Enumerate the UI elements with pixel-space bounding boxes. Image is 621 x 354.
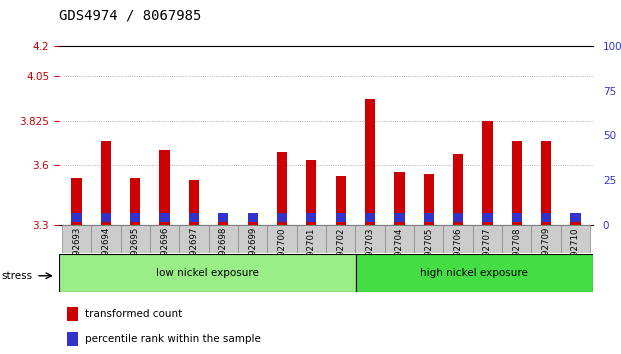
Text: GSM992700: GSM992700 xyxy=(278,227,286,280)
Bar xyxy=(355,225,385,253)
Bar xyxy=(541,141,551,225)
Bar xyxy=(160,150,170,225)
Bar xyxy=(424,174,434,225)
Text: low nickel exposure: low nickel exposure xyxy=(156,268,259,278)
Bar xyxy=(335,176,346,225)
Bar xyxy=(414,225,443,253)
Bar xyxy=(453,154,463,225)
Bar xyxy=(150,225,179,253)
Text: stress: stress xyxy=(2,271,33,281)
Bar xyxy=(561,225,590,253)
Bar xyxy=(297,225,326,253)
Bar xyxy=(453,213,463,222)
Text: GSM992710: GSM992710 xyxy=(571,227,580,280)
Bar xyxy=(326,225,355,253)
Text: GSM992695: GSM992695 xyxy=(131,227,140,279)
Bar xyxy=(66,332,78,346)
Bar xyxy=(306,213,317,222)
Bar xyxy=(570,213,581,222)
Bar xyxy=(218,214,229,225)
Text: GSM992705: GSM992705 xyxy=(424,227,433,280)
Text: GDS4974 / 8067985: GDS4974 / 8067985 xyxy=(59,9,201,23)
Bar xyxy=(160,213,170,222)
Bar xyxy=(277,152,287,225)
Text: GSM992703: GSM992703 xyxy=(366,227,374,280)
Bar xyxy=(130,178,140,225)
Bar xyxy=(59,254,356,292)
Text: GSM992708: GSM992708 xyxy=(512,227,521,280)
Bar xyxy=(365,213,375,222)
Text: GSM992699: GSM992699 xyxy=(248,227,257,279)
Text: GSM992707: GSM992707 xyxy=(483,227,492,280)
Text: transformed count: transformed count xyxy=(85,309,183,319)
Bar xyxy=(512,141,522,225)
Bar xyxy=(394,213,404,222)
Bar xyxy=(424,213,434,222)
Text: GSM992694: GSM992694 xyxy=(101,227,111,279)
Bar xyxy=(483,120,492,225)
Bar xyxy=(385,225,414,253)
Bar xyxy=(443,225,473,253)
Text: GSM992693: GSM992693 xyxy=(72,227,81,279)
Bar xyxy=(66,307,78,321)
Bar xyxy=(248,213,258,222)
Text: GSM992701: GSM992701 xyxy=(307,227,316,280)
Text: GSM992698: GSM992698 xyxy=(219,227,228,279)
Bar xyxy=(335,213,346,222)
Bar xyxy=(62,225,91,253)
Bar xyxy=(101,141,111,225)
Text: GSM992709: GSM992709 xyxy=(542,227,551,279)
Text: GSM992702: GSM992702 xyxy=(336,227,345,280)
Bar xyxy=(570,214,581,225)
Bar xyxy=(189,180,199,225)
Bar xyxy=(394,172,404,225)
Text: high nickel exposure: high nickel exposure xyxy=(420,268,528,278)
Bar xyxy=(248,214,258,225)
Bar xyxy=(512,213,522,222)
Bar xyxy=(541,213,551,222)
Bar xyxy=(532,225,561,253)
Bar xyxy=(267,225,297,253)
Bar xyxy=(356,254,593,292)
Bar xyxy=(306,160,317,225)
Bar xyxy=(71,213,82,222)
Bar xyxy=(179,225,209,253)
Text: GSM992696: GSM992696 xyxy=(160,227,169,279)
Bar xyxy=(238,225,267,253)
Bar xyxy=(120,225,150,253)
Bar xyxy=(473,225,502,253)
Bar xyxy=(101,213,111,222)
Bar xyxy=(130,213,140,222)
Bar xyxy=(71,178,82,225)
Bar xyxy=(502,225,532,253)
Bar xyxy=(277,213,287,222)
Bar xyxy=(483,213,492,222)
Bar xyxy=(189,213,199,222)
Text: percentile rank within the sample: percentile rank within the sample xyxy=(85,333,261,344)
Text: GSM992706: GSM992706 xyxy=(453,227,463,280)
Text: GSM992704: GSM992704 xyxy=(395,227,404,280)
Text: GSM992697: GSM992697 xyxy=(189,227,199,279)
Bar xyxy=(91,225,120,253)
Bar xyxy=(209,225,238,253)
Bar xyxy=(365,99,375,225)
Bar xyxy=(218,213,229,222)
